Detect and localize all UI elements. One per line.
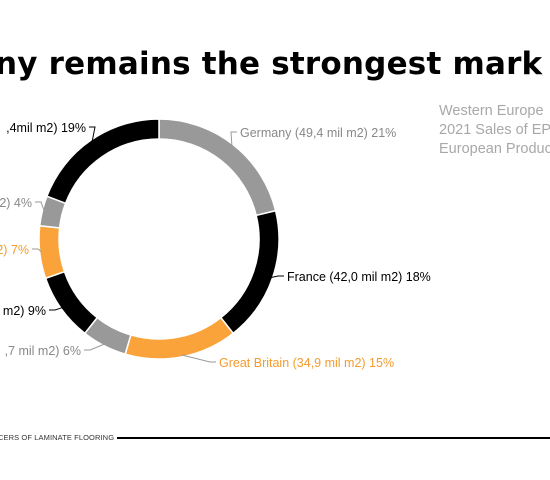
slice-label: ,4mil m2) 19%	[6, 121, 86, 135]
donut-slice	[44, 270, 99, 335]
slice-leader-line	[35, 201, 45, 212]
footer-rule	[117, 437, 550, 439]
slice-leader-line	[270, 275, 284, 279]
slice-label: 2) 4%	[0, 196, 32, 210]
slice-leader-line	[181, 354, 216, 363]
slice-label: Germany (49,4 mil m2) 21%	[240, 126, 396, 140]
donut-slice	[45, 118, 160, 205]
subtitle-line-producers: European Produc	[439, 141, 550, 157]
slice-leader-line	[49, 306, 64, 311]
subtitle-line-year: 2021 Sales of EP	[439, 122, 550, 138]
subtitle-line-region: Western Europe	[439, 103, 544, 119]
slice-leader-line	[89, 126, 96, 142]
slice-label: France (42,0 mil m2) 18%	[287, 270, 431, 284]
slice-label: Great Britain (34,9 mil m2) 15%	[219, 356, 394, 370]
slice-label: m2) 9%	[3, 304, 46, 318]
donut-slice	[124, 316, 235, 360]
slice-leader-line	[230, 131, 237, 147]
slice-label: 2) 7%	[0, 243, 29, 257]
donut-slice	[219, 209, 280, 335]
slice-leader-line	[32, 248, 43, 253]
chart-title: ny remains the strongest mark	[0, 46, 543, 82]
donut-slice	[38, 224, 66, 280]
footer-caption: CERS OF LAMINATE FLOORING	[0, 433, 115, 442]
slice-leader-line	[84, 343, 106, 351]
slice-label: ,7 mil m2) 6%	[5, 344, 81, 358]
chart-subtitle: Western Europe 2021 Sales of EP European…	[439, 102, 550, 159]
